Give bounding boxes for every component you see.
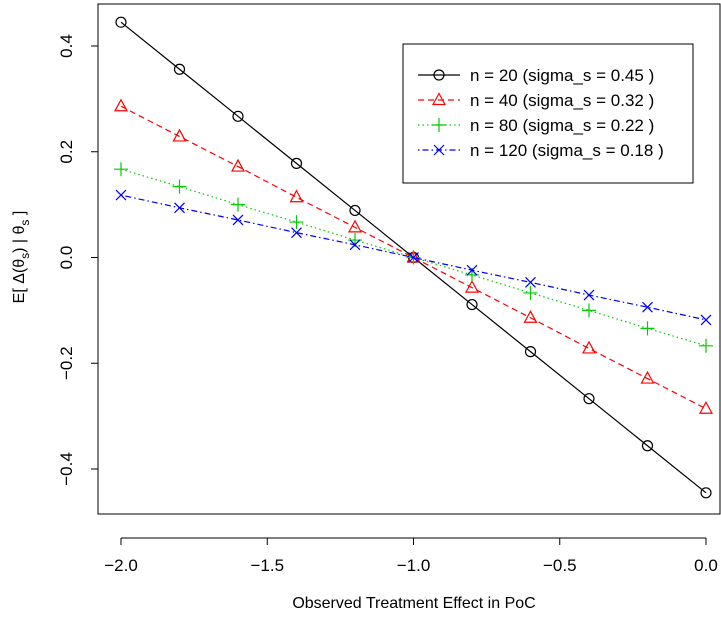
data-point — [232, 214, 244, 226]
data-point — [231, 197, 245, 212]
data-point — [289, 189, 304, 203]
data-point — [290, 157, 303, 169]
legend-entry: n = 80 (sigma_s = 0.22 ) — [418, 116, 654, 135]
data-point — [289, 215, 304, 230]
data-point — [523, 285, 538, 300]
data-point — [641, 440, 654, 452]
data-point — [433, 69, 445, 81]
data-point — [230, 158, 246, 172]
data-point — [173, 63, 186, 75]
data-point — [524, 346, 537, 358]
data-point — [291, 227, 302, 239]
data-point — [700, 314, 712, 326]
legend-label: n = 40 (sigma_s = 0.32 ) — [470, 91, 654, 110]
data-point — [432, 118, 446, 132]
y-axis: −0.4 −0.2 0.0 0.2 0.4 — [57, 34, 99, 486]
x-tick-label: 0.0 — [694, 556, 718, 575]
data-point — [115, 16, 127, 28]
data-point — [113, 98, 129, 112]
data-point — [115, 189, 127, 201]
data-point — [640, 370, 655, 384]
data-point — [640, 321, 655, 336]
data-point — [523, 310, 538, 323]
data-point — [464, 279, 480, 293]
series-2 — [113, 98, 714, 414]
y-tick-label: −0.2 — [57, 346, 76, 380]
data-point — [582, 303, 596, 318]
series-3 — [114, 162, 713, 353]
legend-label: n = 120 (sigma_s = 0.18 ) — [470, 141, 664, 160]
data-point — [232, 110, 244, 122]
legend: n = 20 (sigma_s = 0.45 ) n = 40 (sigma_s … — [402, 43, 694, 184]
series-4 — [115, 189, 712, 326]
legend-entry: n = 120 (sigma_s = 0.18 ) — [418, 141, 664, 160]
x-axis-title: Observed Treatment Effect in PoC — [292, 595, 535, 612]
y-tick-label: 0.0 — [57, 246, 76, 270]
data-point — [349, 204, 361, 217]
legend-box — [402, 43, 694, 184]
data-point — [431, 92, 447, 106]
data-point — [466, 298, 478, 311]
legend-label: n = 20 (sigma_s = 0.45 ) — [470, 66, 654, 85]
data-point — [583, 393, 595, 405]
data-point — [172, 179, 187, 194]
data-point — [700, 487, 712, 499]
x-tick-label: −0.5 — [543, 556, 577, 575]
data-point — [642, 301, 653, 313]
data-point — [114, 162, 128, 177]
data-point — [583, 289, 595, 301]
legend-entry: n = 40 (sigma_s = 0.32 ) — [418, 91, 654, 110]
data-point — [698, 400, 714, 414]
legend-label: n = 80 (sigma_s = 0.22 ) — [470, 116, 654, 135]
y-axis-title: E[ Δ(θs) | θs ] — [11, 211, 32, 304]
data-point — [174, 202, 185, 214]
data-point — [433, 144, 445, 156]
data-point — [408, 252, 419, 263]
legend-entry: n = 20 (sigma_s = 0.45 ) — [418, 66, 654, 85]
x-tick-label: −1.5 — [250, 556, 284, 575]
data-point — [172, 128, 187, 142]
series-line — [120, 168, 707, 347]
data-point — [347, 219, 363, 233]
data-point — [349, 239, 361, 251]
x-axis: −2.0 −1.5 −1.0 −0.5 0.0 — [104, 537, 718, 575]
y-tick-label: 0.2 — [57, 140, 76, 164]
data-point — [699, 338, 713, 353]
data-point — [466, 264, 478, 276]
y-tick-label: 0.4 — [57, 34, 76, 58]
x-tick-label: −1.0 — [397, 556, 431, 575]
data-point — [581, 340, 597, 354]
y-tick-label: −0.4 — [57, 452, 76, 486]
series-layer — [113, 16, 714, 499]
x-tick-label: −2.0 — [104, 556, 138, 575]
data-point — [525, 276, 536, 288]
series-line — [120, 194, 707, 321]
